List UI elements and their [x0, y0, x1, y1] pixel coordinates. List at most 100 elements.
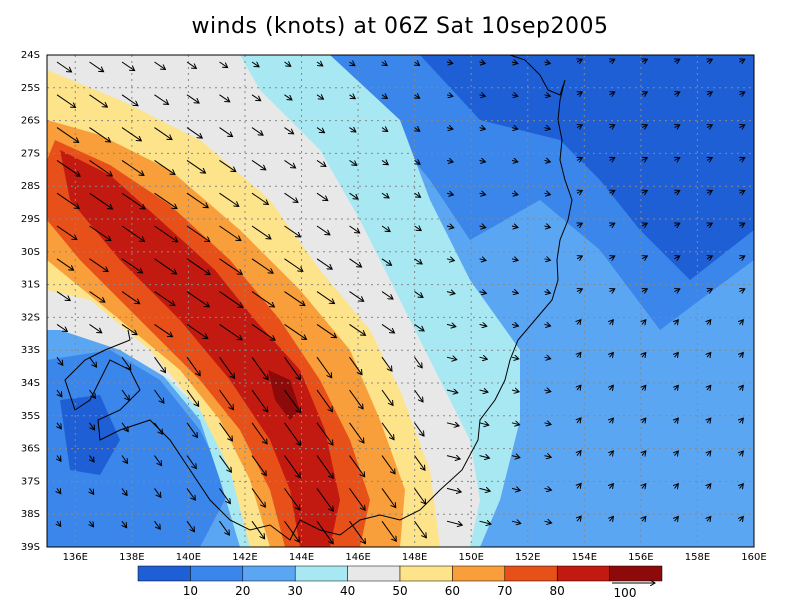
wind-vector — [349, 258, 362, 267]
wind-vector — [154, 127, 172, 140]
colorbar-swatch — [137, 565, 191, 582]
wind-vector — [154, 520, 161, 529]
wind-vector — [251, 62, 259, 67]
wind-vector — [381, 455, 395, 474]
wind-vector — [381, 422, 394, 440]
wind-vector — [219, 455, 232, 473]
wind-vector — [90, 455, 95, 462]
wind-vector — [740, 125, 745, 128]
wind-vector — [284, 422, 301, 446]
wind-vector — [89, 94, 108, 107]
wind-vector — [89, 127, 111, 142]
wind-vector — [414, 455, 425, 471]
wind-vector — [446, 357, 457, 359]
wind-vector — [154, 225, 178, 242]
wind-vector — [284, 62, 291, 66]
wind-vector — [121, 127, 141, 141]
wind-vector — [316, 291, 334, 304]
wind-vector — [511, 521, 521, 523]
wind-vector — [186, 94, 199, 103]
wind-vector — [642, 92, 647, 95]
wind-vector — [284, 455, 301, 478]
wind-vector — [154, 323, 173, 336]
wind-vector — [707, 517, 711, 522]
wind-vector — [544, 226, 551, 227]
wind-vector — [511, 292, 518, 294]
wind-vector — [121, 94, 138, 106]
wind-vector — [740, 223, 745, 226]
wind-vector — [642, 223, 647, 226]
wind-vector — [642, 125, 647, 128]
wind-vector — [381, 323, 395, 333]
wind-vector — [121, 455, 128, 464]
colorbar-label: 80 — [550, 584, 565, 598]
wind-vector — [56, 192, 79, 208]
wind-vector — [219, 61, 228, 68]
wind-vector — [446, 324, 456, 326]
lon-label: 140E — [176, 552, 201, 563]
map-title: winds (knots) at 06Z Sat 10sep2005 — [191, 14, 609, 39]
wind-vector — [154, 422, 163, 434]
wind-vector — [544, 193, 551, 194]
wind-vector — [154, 488, 161, 497]
wind-vector — [610, 125, 615, 128]
wind-vector — [675, 451, 679, 456]
wind-vector — [57, 488, 61, 493]
wind-vector — [642, 158, 647, 161]
wind-vector — [511, 390, 519, 392]
wind-vector — [642, 59, 647, 62]
wind-vector — [219, 422, 233, 441]
wind-vector — [89, 291, 105, 303]
wind-vector — [707, 451, 711, 456]
lat-label: 26S — [21, 116, 40, 127]
colorbar-label: 50 — [392, 584, 407, 598]
wind-vector — [610, 289, 615, 292]
lat-label: 39S — [21, 542, 40, 553]
wind-vector — [56, 94, 76, 108]
wind-vector — [675, 92, 680, 95]
wind-vector — [154, 61, 166, 69]
wind-vector — [479, 193, 486, 195]
wind-vector — [414, 226, 422, 231]
wind-vector — [577, 320, 581, 325]
wind-vector — [610, 158, 615, 161]
wind-vector — [251, 520, 265, 539]
wind-vector — [577, 223, 582, 226]
wind-vector — [57, 389, 62, 397]
colorbar-swatch — [294, 565, 348, 582]
wind-vector — [740, 353, 744, 358]
wind-vector — [479, 357, 488, 359]
wind-vector — [349, 95, 356, 99]
wind-vector — [414, 488, 426, 504]
wind-vector — [186, 422, 197, 438]
lon-label: 146E — [345, 552, 370, 563]
wind-vector — [446, 160, 453, 162]
lat-label: 34S — [21, 378, 40, 389]
lon-label: 148E — [402, 552, 427, 563]
wind-vector — [219, 488, 231, 503]
wind-vector — [251, 488, 265, 507]
wind-vector — [740, 59, 745, 62]
wind-vector — [675, 289, 680, 292]
lat-label: 36S — [21, 444, 40, 455]
wind-vector — [511, 324, 518, 326]
wind-vector — [707, 158, 712, 161]
wind-vector — [740, 256, 745, 259]
wind-vector — [89, 323, 102, 332]
wind-vector — [382, 62, 387, 66]
colorbar: 10 20 30 40 50 60 70 80 100 — [137, 565, 663, 600]
wind-vector — [544, 456, 552, 458]
wind-vector — [89, 389, 96, 398]
wind-vector — [675, 353, 679, 358]
wind-vector — [414, 356, 423, 368]
colorbar-swatch — [609, 565, 663, 582]
wind-vector — [610, 418, 614, 423]
wind-vector — [577, 418, 581, 423]
wind-vector — [381, 258, 392, 266]
wind-vector — [446, 423, 459, 426]
wind-speed-contours — [47, 55, 754, 547]
wind-vector — [610, 59, 615, 62]
wind-vector — [610, 484, 614, 489]
wind-vector — [284, 389, 301, 413]
wind-vector — [479, 488, 491, 491]
